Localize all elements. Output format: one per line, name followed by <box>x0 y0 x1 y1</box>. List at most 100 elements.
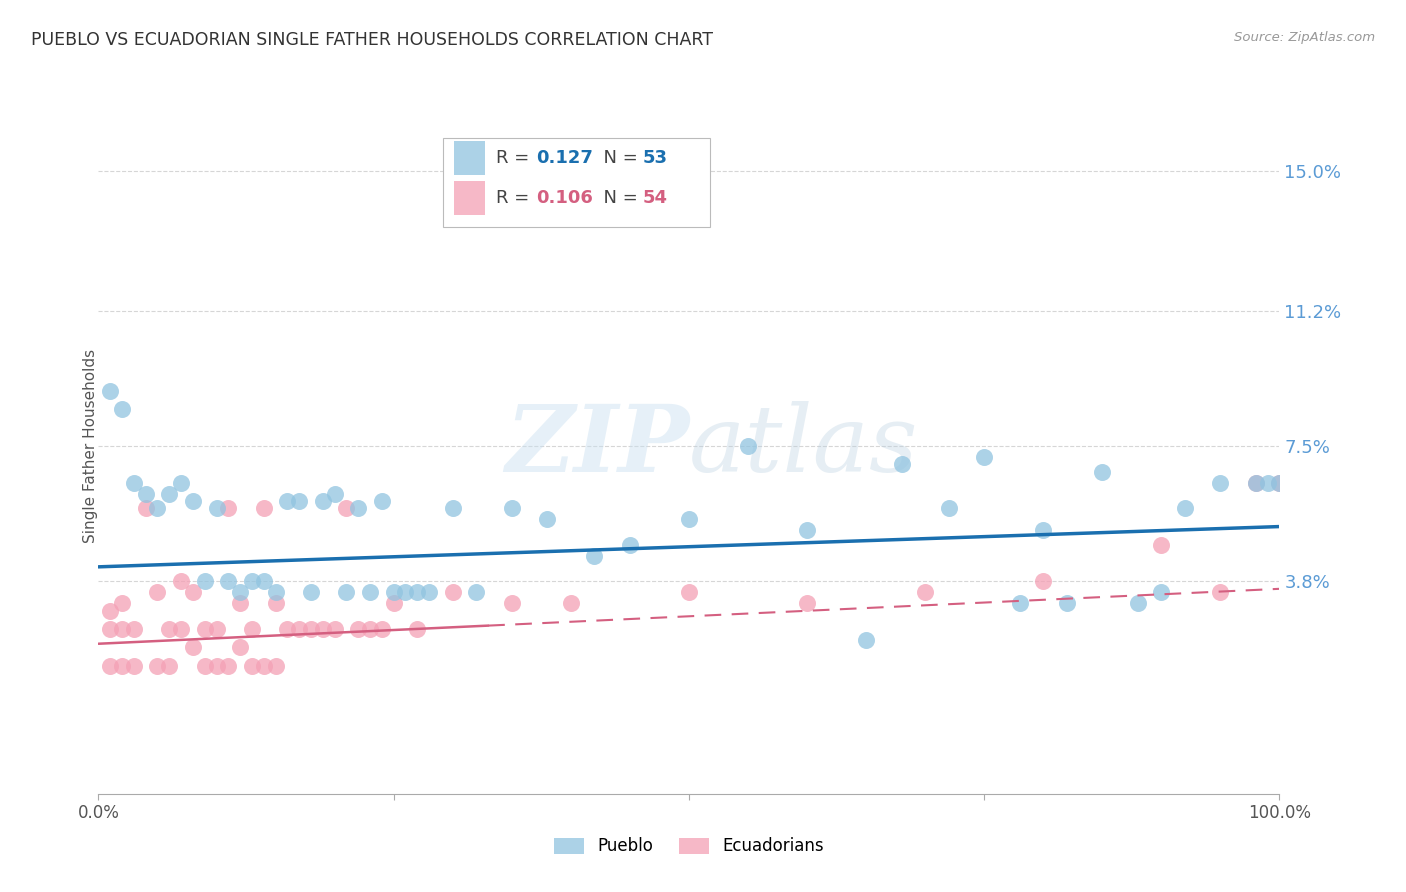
Point <box>240 622 263 636</box>
Point <box>229 597 252 611</box>
Point <box>264 658 287 673</box>
Point <box>1056 597 1078 611</box>
Text: 0.127: 0.127 <box>536 149 592 167</box>
Point <box>1244 475 1267 490</box>
Point <box>335 501 357 516</box>
Point <box>181 494 204 508</box>
Point <box>146 658 169 673</box>
Point <box>111 597 134 611</box>
Point <box>170 574 193 589</box>
Point <box>194 622 217 636</box>
Point <box>323 622 346 636</box>
Point <box>678 512 700 526</box>
Point <box>501 597 523 611</box>
Point <box>796 597 818 611</box>
Point <box>111 658 134 673</box>
Point <box>855 633 877 648</box>
Point <box>229 640 252 655</box>
Point <box>938 501 960 516</box>
Point <box>1209 585 1232 599</box>
Point <box>418 585 440 599</box>
Point <box>382 585 405 599</box>
Point <box>1279 281 1302 295</box>
Point <box>371 622 394 636</box>
Point <box>217 501 239 516</box>
Text: N =: N = <box>592 189 644 207</box>
Point <box>122 475 145 490</box>
Point <box>299 622 322 636</box>
Point <box>914 585 936 599</box>
Point <box>111 622 134 636</box>
Point <box>501 501 523 516</box>
Point <box>135 501 157 516</box>
Point <box>217 574 239 589</box>
Point <box>347 622 370 636</box>
Point <box>122 622 145 636</box>
Point <box>98 604 121 618</box>
Point <box>394 585 416 599</box>
Point <box>217 658 239 673</box>
Point <box>181 585 204 599</box>
Point <box>135 486 157 500</box>
Point <box>359 622 381 636</box>
Point <box>1126 597 1149 611</box>
Point <box>98 384 121 398</box>
Point <box>240 658 263 673</box>
Point <box>382 597 405 611</box>
Point <box>205 658 228 673</box>
Point <box>1268 475 1291 490</box>
Point <box>1257 475 1279 490</box>
Y-axis label: Single Father Households: Single Father Households <box>83 349 97 543</box>
Point <box>406 622 429 636</box>
Point <box>264 597 287 611</box>
Text: R =: R = <box>496 189 536 207</box>
Point <box>146 501 169 516</box>
Point <box>240 574 263 589</box>
Point <box>157 622 180 636</box>
Point <box>323 486 346 500</box>
Text: PUEBLO VS ECUADORIAN SINGLE FATHER HOUSEHOLDS CORRELATION CHART: PUEBLO VS ECUADORIAN SINGLE FATHER HOUSE… <box>31 31 713 49</box>
Point <box>253 658 276 673</box>
Point <box>205 501 228 516</box>
Point <box>560 597 582 611</box>
Point <box>170 622 193 636</box>
Point <box>98 658 121 673</box>
Point <box>890 458 912 472</box>
Point <box>536 512 558 526</box>
Point <box>288 494 311 508</box>
Text: N =: N = <box>592 149 644 167</box>
Legend: Pueblo, Ecuadorians: Pueblo, Ecuadorians <box>548 830 830 862</box>
Point <box>441 585 464 599</box>
Point <box>98 622 121 636</box>
Point <box>1091 465 1114 479</box>
Point <box>1150 538 1173 552</box>
Point <box>359 585 381 599</box>
Text: 53: 53 <box>643 149 668 167</box>
Point <box>583 549 606 563</box>
Point <box>1279 585 1302 599</box>
Point <box>288 622 311 636</box>
Point <box>253 501 276 516</box>
Point <box>205 622 228 636</box>
Point <box>253 574 276 589</box>
Point <box>264 585 287 599</box>
Point <box>973 450 995 464</box>
Point <box>194 574 217 589</box>
Point <box>1032 574 1054 589</box>
Point <box>737 439 759 453</box>
Point <box>312 622 335 636</box>
Point <box>1209 475 1232 490</box>
Point <box>181 640 204 655</box>
Point <box>335 585 357 599</box>
Point <box>465 585 488 599</box>
Point <box>229 585 252 599</box>
Point <box>122 658 145 673</box>
Text: 0.106: 0.106 <box>536 189 592 207</box>
Point <box>1268 475 1291 490</box>
Point <box>312 494 335 508</box>
Point <box>1244 475 1267 490</box>
Point <box>194 658 217 673</box>
Point <box>276 494 298 508</box>
Point <box>1008 597 1031 611</box>
Point <box>157 486 180 500</box>
